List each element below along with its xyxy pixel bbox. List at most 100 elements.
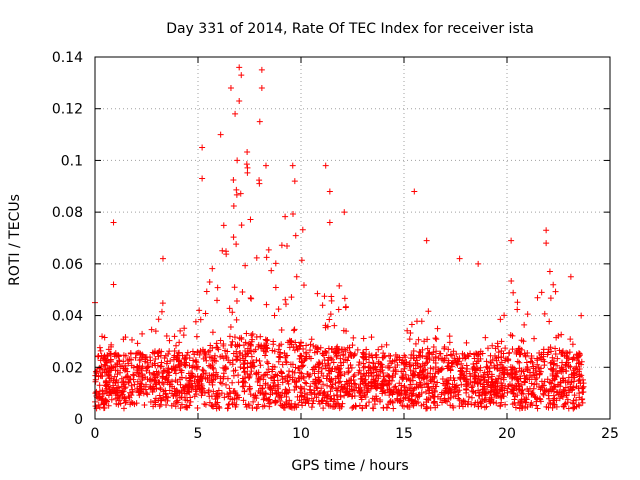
- data-point: [184, 387, 191, 394]
- data-point: [186, 402, 193, 409]
- data-point: [233, 316, 240, 323]
- data-point: [322, 348, 329, 355]
- data-point: [108, 396, 115, 403]
- data-point: [156, 403, 163, 410]
- data-point: [279, 389, 286, 396]
- data-point: [128, 392, 135, 399]
- data-point: [253, 334, 260, 341]
- data-point: [111, 353, 118, 360]
- data-point: [241, 388, 248, 395]
- data-point: [270, 338, 277, 345]
- data-point: [390, 405, 397, 412]
- data-point: [559, 349, 566, 356]
- data-point: [279, 403, 286, 410]
- data-point: [226, 305, 233, 312]
- data-point: [198, 373, 205, 380]
- data-point: [508, 237, 515, 244]
- data-point: [367, 364, 374, 371]
- data-point: [504, 371, 511, 378]
- data-point: [226, 401, 233, 408]
- data-point: [355, 369, 362, 376]
- data-point: [257, 362, 264, 369]
- data-point: [122, 374, 129, 381]
- data-point: [319, 350, 326, 357]
- data-point: [247, 216, 254, 223]
- data-point: [152, 356, 159, 363]
- data-point: [534, 294, 541, 301]
- data-point: [244, 364, 251, 371]
- data-point: [469, 383, 476, 390]
- data-point: [110, 281, 117, 288]
- data-point: [271, 348, 278, 355]
- data-point: [463, 362, 470, 369]
- data-point: [237, 364, 244, 371]
- data-point: [222, 364, 229, 371]
- data-point: [465, 398, 472, 405]
- data-point: [570, 405, 577, 412]
- data-point: [573, 396, 580, 403]
- data-point: [404, 327, 411, 334]
- data-point: [213, 390, 220, 397]
- data-point: [340, 385, 347, 392]
- data-point: [536, 395, 543, 402]
- data-point: [377, 396, 384, 403]
- data-point: [286, 368, 293, 375]
- data-point: [427, 377, 434, 384]
- data-point: [302, 400, 309, 407]
- data-point: [107, 389, 114, 396]
- data-point: [579, 399, 586, 406]
- data-point: [247, 295, 254, 302]
- data-point: [282, 386, 289, 393]
- data-point: [242, 401, 249, 408]
- data-point: [105, 402, 112, 409]
- data-point: [336, 282, 343, 289]
- data-point: [560, 386, 567, 393]
- data-point: [337, 393, 344, 400]
- data-point: [164, 368, 171, 375]
- data-point: [322, 362, 329, 369]
- data-point: [138, 381, 145, 388]
- data-point: [241, 369, 248, 376]
- data-point: [298, 353, 305, 360]
- data-point: [291, 386, 298, 393]
- data-point: [301, 357, 308, 364]
- data-point: [166, 348, 173, 355]
- data-point: [478, 398, 485, 405]
- data-point: [220, 222, 227, 229]
- data-point: [298, 257, 305, 264]
- data-point: [336, 379, 343, 386]
- data-point: [366, 399, 373, 406]
- data-point: [120, 365, 127, 372]
- data-point: [489, 356, 496, 363]
- data-point: [530, 365, 537, 372]
- data-point: [454, 361, 461, 368]
- data-point: [318, 370, 325, 377]
- data-point: [386, 377, 393, 384]
- data-point: [439, 365, 446, 372]
- data-point: [475, 387, 482, 394]
- data-point: [182, 354, 189, 361]
- data-point: [521, 321, 528, 328]
- data-point: [234, 343, 241, 350]
- data-point: [223, 251, 230, 258]
- data-point: [148, 326, 155, 333]
- data-point: [311, 366, 318, 373]
- data-point: [423, 396, 430, 403]
- data-point: [161, 355, 168, 362]
- data-point: [291, 379, 298, 386]
- data-point: [218, 390, 225, 397]
- data-point: [297, 389, 304, 396]
- data-point: [122, 397, 129, 404]
- data-point: [402, 371, 409, 378]
- data-point: [120, 378, 127, 385]
- data-point: [363, 388, 370, 395]
- data-point: [421, 338, 428, 345]
- data-point: [578, 312, 585, 319]
- y-tick-label: 0.06: [52, 257, 83, 273]
- data-point: [470, 364, 477, 371]
- data-point: [349, 405, 356, 412]
- data-point: [522, 353, 529, 360]
- data-point: [283, 393, 290, 400]
- data-point: [158, 359, 165, 366]
- data-point: [108, 341, 115, 348]
